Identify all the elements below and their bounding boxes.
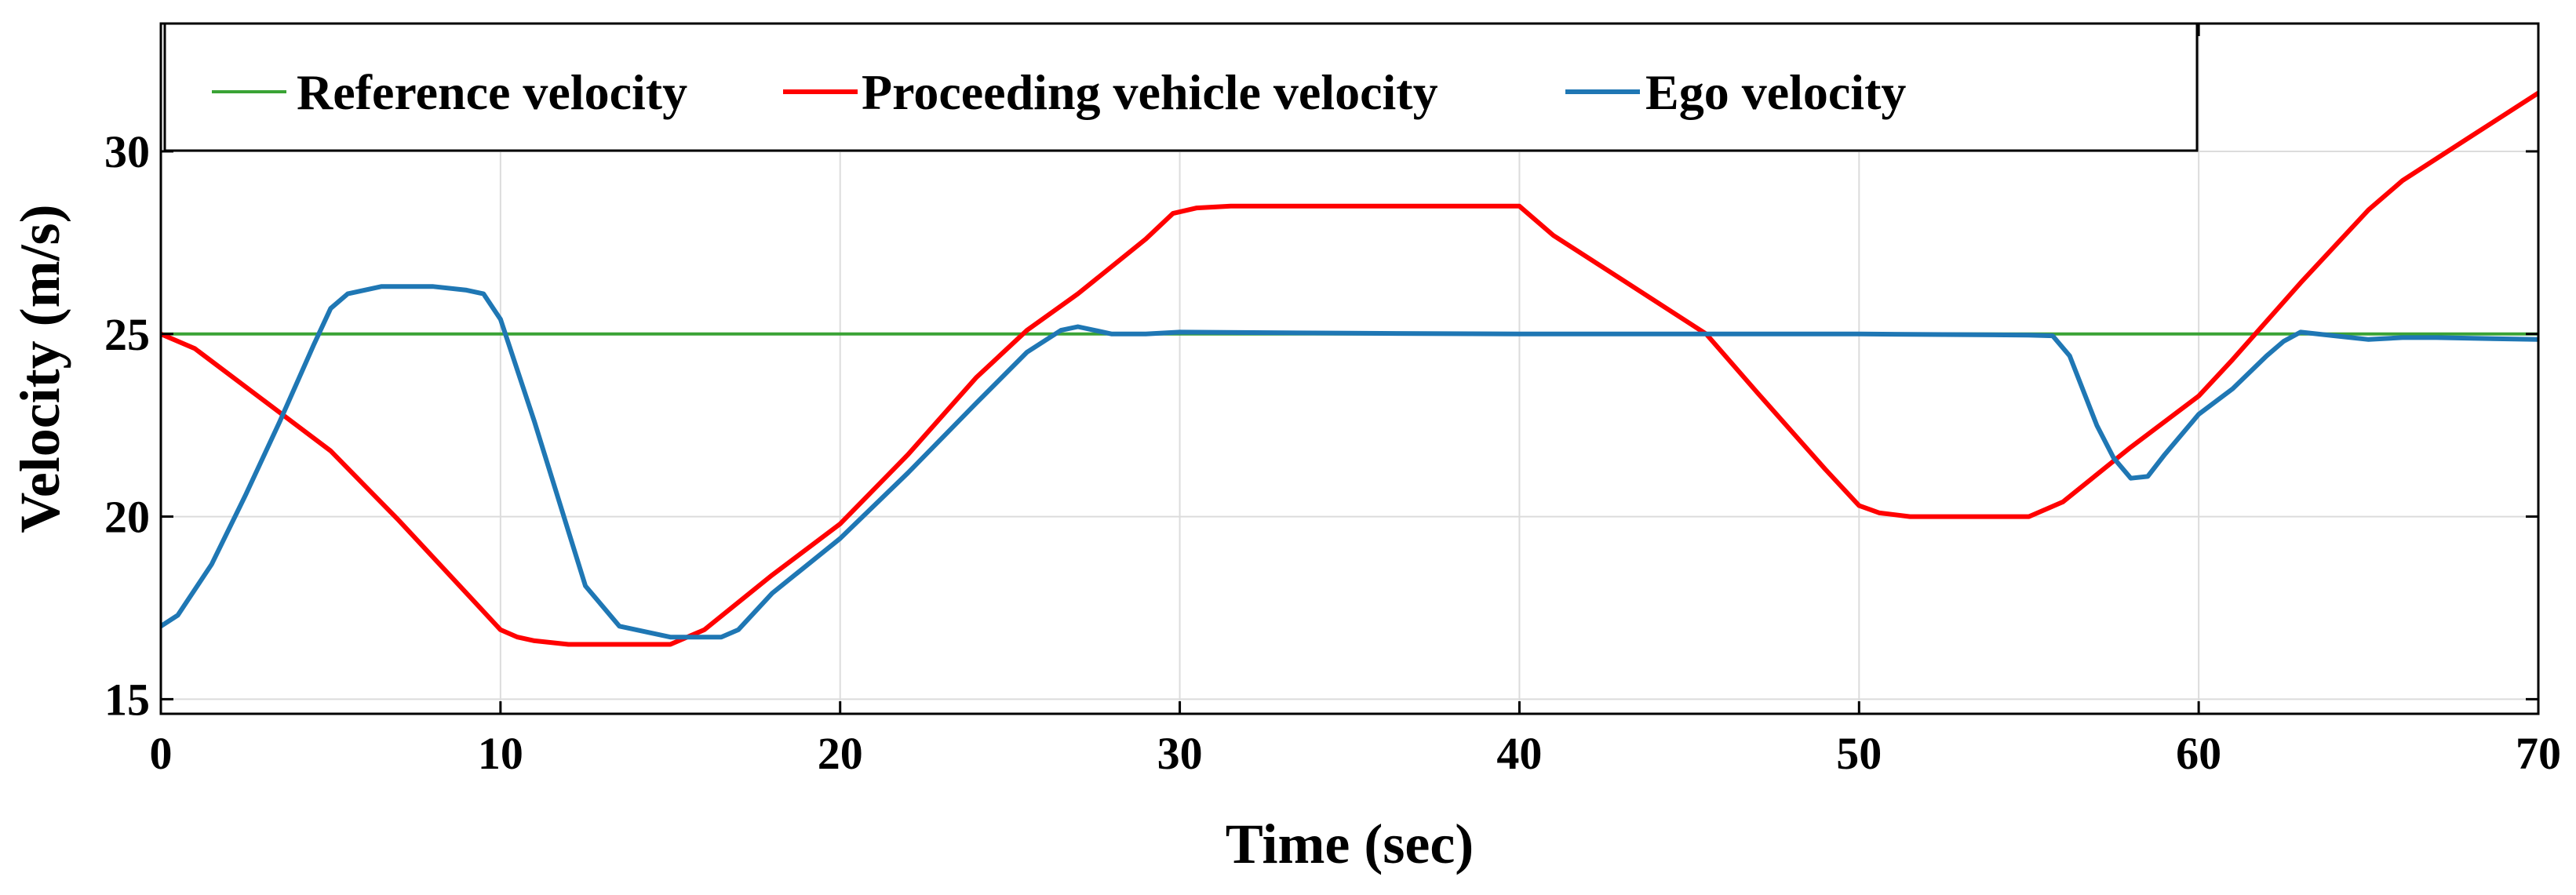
x-tick-label: 60 xyxy=(2176,728,2221,779)
legend-label-ego-velocity: Ego velocity xyxy=(1645,64,1906,120)
x-tick-label: 70 xyxy=(2516,728,2561,779)
x-tick-label: 10 xyxy=(478,728,523,779)
legend-label-proceeding-vehicle-velocity: Proceeding vehicle velocity xyxy=(862,64,1438,120)
series-line-ego-velocity xyxy=(161,284,2538,640)
legend: Reference velocity Proceeding vehicle vel… xyxy=(163,22,2199,152)
y-tick-label: 20 xyxy=(104,492,150,543)
y-tick-label: 25 xyxy=(104,309,150,360)
legend-label-reference-velocity: Reference velocity xyxy=(297,64,687,120)
x-tick-label: 50 xyxy=(1836,728,1882,779)
x-axis-label: Time (sec) xyxy=(1226,813,1474,875)
x-tick-label: 40 xyxy=(1496,728,1542,779)
y-axis-label: Velocity (m/s) xyxy=(9,204,71,533)
series-group xyxy=(161,90,2538,647)
y-tick-label: 15 xyxy=(104,674,150,725)
x-tick-label: 0 xyxy=(150,728,173,779)
legend-box xyxy=(163,22,2199,152)
tick-labels: 0 10 20 30 40 50 60 70 15 20 25 30 xyxy=(104,24,2561,779)
x-tick-label: 30 xyxy=(1157,728,1203,779)
y-tick-label: 30 xyxy=(104,126,150,177)
x-tick-label: 20 xyxy=(818,728,863,779)
series-line-proceeding-vehicle-velocity xyxy=(161,90,2538,647)
